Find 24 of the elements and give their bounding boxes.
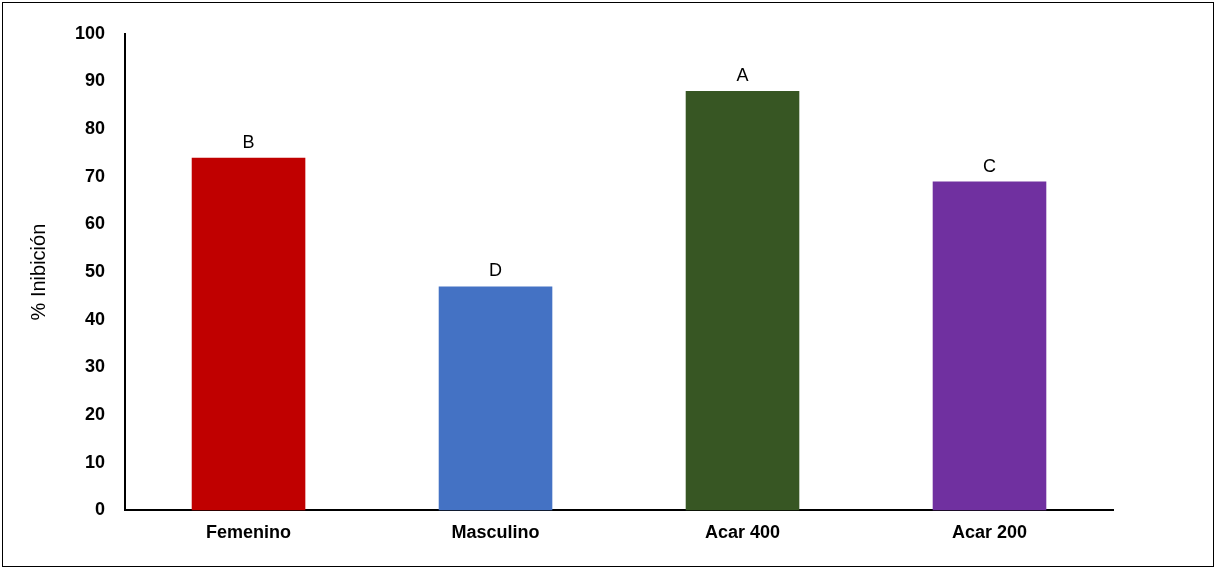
x-tick-label: Masculino [451,522,540,543]
x-tick-label: Acar 200 [951,522,1028,543]
y-tick-label: 40 [85,308,106,329]
annotation: B [242,131,255,152]
y-tick-label: 30 [85,356,106,377]
annotation: C [983,155,996,176]
y-tick-label: 50 [85,261,106,282]
y-tick-label: 80 [85,118,106,139]
y-tick-label: 20 [85,404,106,425]
y-tick-label: 100 [74,22,106,43]
y-tick-label: 0 [95,499,106,520]
bar [438,286,553,511]
y-axis-title: % Inibición [26,223,49,321]
x-tick-label: Femenino [206,522,292,543]
annotation: A [736,64,749,85]
bar [685,90,800,511]
y-tick-label: 60 [85,213,106,234]
annotation: D [489,260,503,281]
y-tick-label: 90 [85,70,106,91]
y-tick-label: 10 [85,451,106,472]
x-tick-label: Acar 400 [704,522,781,543]
y-tick-label: 70 [85,165,106,186]
bar [191,157,306,511]
bar [932,181,1047,511]
